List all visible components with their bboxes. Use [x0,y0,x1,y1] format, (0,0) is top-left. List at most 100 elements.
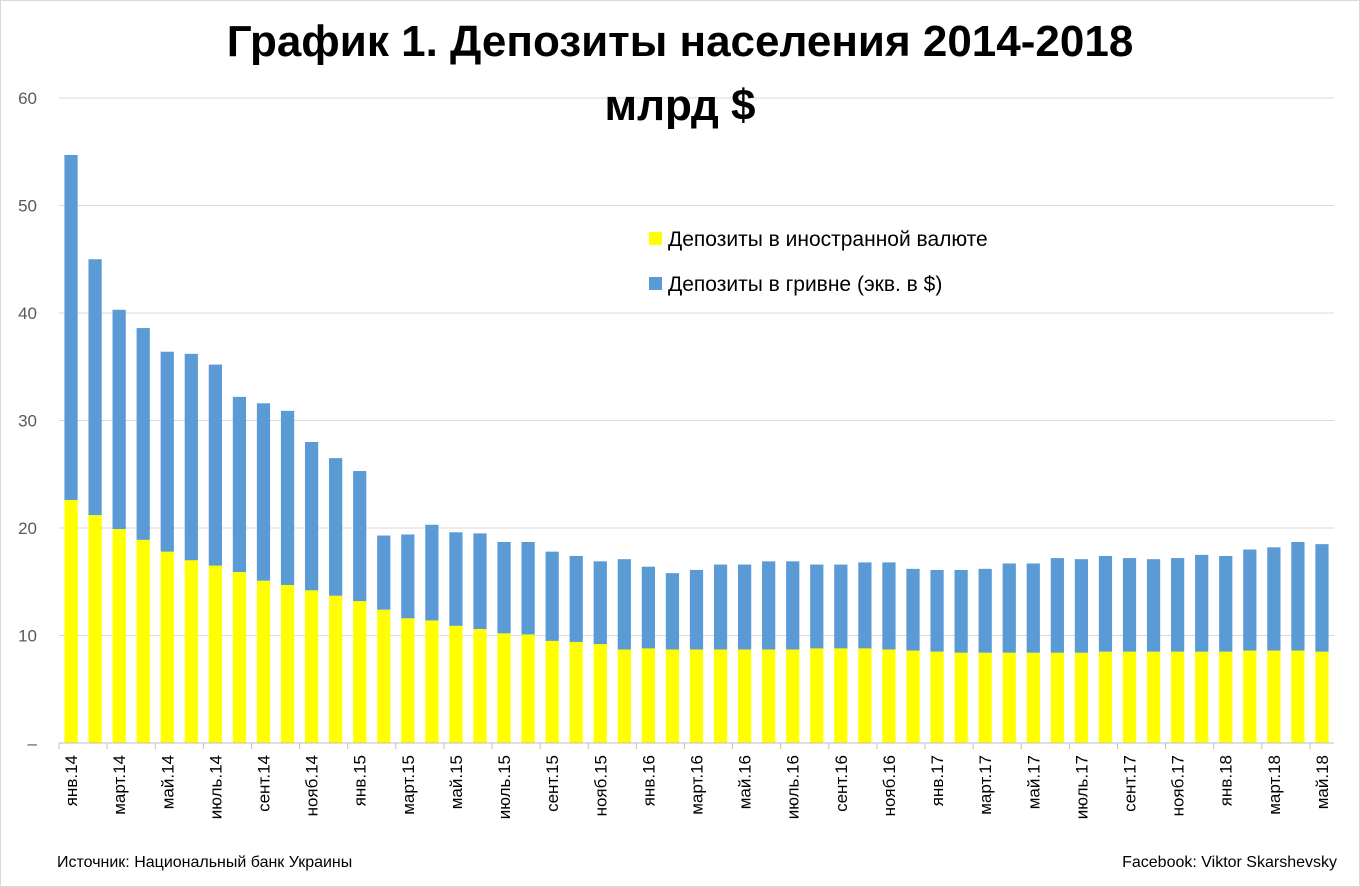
bar-hryvnia [930,569,944,652]
bar-hryvnia [401,534,415,619]
bar-hryvnia [1122,558,1137,652]
bar-hryvnia [545,551,559,641]
bar-hryvnia [208,364,222,566]
x-tick-label: март.14 [110,755,129,815]
bar-foreign-currency [353,601,367,743]
bar-foreign-currency [906,650,920,743]
bar-foreign-currency [954,652,968,743]
x-axis-ticks: янв.14 март.14 май.14 июль.14 сент.14 нояб.14… [58,743,1332,819]
x-tick-label: март.15 [399,755,418,815]
x-tick-label: июль.16 [784,755,803,819]
bar-foreign-currency [1315,651,1329,743]
bar-hryvnia [232,396,247,573]
bar-hryvnia [1146,559,1161,652]
bar-foreign-currency [377,609,391,743]
bar-foreign-currency [1219,651,1233,743]
bar-foreign-currency [1098,651,1113,743]
x-tick-label: нояб.17 [1169,755,1188,816]
bar-foreign-currency [329,595,343,743]
bar-foreign-currency [762,649,776,743]
bar-foreign-currency [1074,652,1089,743]
bar-hryvnia [304,442,319,591]
bar-hryvnia [1267,547,1281,651]
x-tick-label: нояб.15 [591,755,610,816]
bar-foreign-currency [713,649,728,743]
bar-hryvnia [1002,563,1016,653]
bars [64,154,1329,743]
bar-hryvnia [425,524,439,621]
bar-hryvnia [64,154,78,501]
bar-hryvnia [1074,559,1089,653]
bar-foreign-currency [401,618,415,743]
bar-foreign-currency [689,649,704,743]
x-tick-label: июль.15 [495,755,514,819]
bar-foreign-currency [160,551,174,743]
bar-hryvnia [112,309,126,530]
x-tick-label: сент.16 [832,755,851,812]
bar-foreign-currency [208,565,222,743]
bar-foreign-currency [304,590,319,743]
x-tick-label: янв.18 [1217,755,1236,806]
bar-hryvnia [665,573,680,650]
bar-hryvnia [1315,544,1329,652]
bar-foreign-currency [184,560,198,743]
x-tick-label: март.16 [688,755,707,815]
x-tick-label: март.18 [1265,755,1284,815]
bar-hryvnia [280,410,295,585]
bar-foreign-currency [978,652,992,743]
bar-hryvnia [329,458,343,596]
y-tick-label: 20 [18,519,37,538]
bar-foreign-currency [1171,651,1185,743]
bar-hryvnia [473,533,487,630]
bar-foreign-currency [1243,650,1257,743]
x-tick-label: март.17 [976,755,995,815]
x-tick-label: май.17 [1024,755,1043,809]
bar-hryvnia [88,259,102,516]
x-tick-label: май.15 [447,755,466,809]
bar-foreign-currency [1050,652,1064,743]
x-tick-label: июль.17 [1072,755,1091,819]
bar-foreign-currency [641,648,656,743]
bar-hryvnia [954,569,968,653]
y-tick-label: – [28,734,38,753]
bar-foreign-currency [545,640,559,743]
bar-hryvnia [1243,549,1257,651]
x-tick-label: нояб.16 [880,755,899,816]
bar-foreign-currency [834,648,848,743]
y-tick-label: 60 [18,89,37,108]
bar-hryvnia [184,353,198,561]
bar-foreign-currency [617,649,631,743]
bar-hryvnia [1050,558,1064,653]
y-tick-label: 40 [18,304,37,323]
y-tick-label: 30 [18,412,37,431]
bar-hryvnia [136,328,150,540]
bar-hryvnia [593,561,607,645]
x-tick-label: май.18 [1313,755,1332,809]
bar-hryvnia [1098,555,1113,652]
bar-hryvnia [858,562,872,649]
x-tick-label: нояб.14 [303,755,322,816]
bar-foreign-currency [593,644,607,743]
bar-hryvnia [1171,558,1185,652]
x-tick-label: янв.16 [639,755,658,806]
bar-foreign-currency [1195,651,1209,743]
x-tick-label: июль.14 [206,755,225,819]
bar-hryvnia [810,564,824,649]
bar-hryvnia [689,569,704,650]
x-tick-label: янв.14 [62,755,81,806]
legend-swatch-hryvnia [649,277,662,290]
x-tick-label: май.14 [158,755,177,809]
bar-foreign-currency [64,500,78,743]
legend-swatch-foreign-currency [649,232,662,245]
y-tick-label: 10 [18,627,37,646]
legend-label-hryvnia: Депозиты в гривне (экв. в $) [668,273,942,296]
y-axis-ticks: – 10 20 30 40 50 60 [18,89,37,753]
bar-hryvnia [521,541,535,635]
legend-label-foreign-currency: Депозиты в иностранной валюте [668,228,988,251]
bar-foreign-currency [112,529,126,743]
bar-foreign-currency [256,580,271,743]
bar-foreign-currency [930,651,944,743]
bar-foreign-currency [810,648,824,743]
bar-foreign-currency [786,649,800,743]
